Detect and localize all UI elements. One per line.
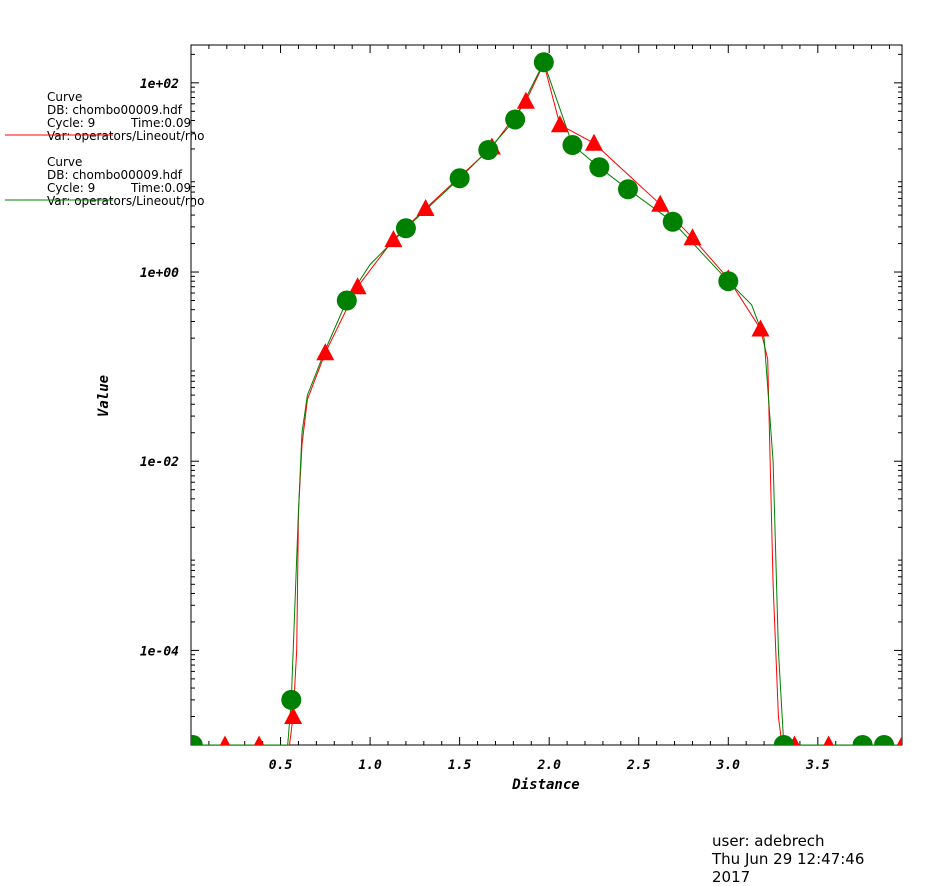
series-1-marker (336, 290, 357, 311)
legend-text-2: Cycle: 9 (47, 116, 95, 130)
legend-text-3: Time:0.09 (130, 116, 191, 130)
series-1-marker (589, 157, 610, 178)
x-tick-label: 2.0 (536, 758, 561, 773)
series-1-marker (533, 52, 554, 73)
series-1-marker (662, 211, 683, 232)
series-layer (191, 52, 902, 745)
legend-text-4: Var: operators/Lineout/rho (47, 194, 205, 208)
axes-layer: 0.5 1.0 1.5 2.0 2.5 3.0 3.5 1e-04 1e-02 1e+00 1e+0… (140, 44, 903, 773)
x-tick-label: 3.0 (716, 758, 741, 773)
series-1-marker (449, 168, 470, 189)
series-1-marker (617, 179, 638, 200)
y-tick-label: 1e-04 (140, 644, 179, 659)
x-tick-label: 1.0 (358, 758, 382, 773)
footer-timestamp: Thu Jun 29 12:47:46 2017 (712, 850, 865, 886)
series-0-marker (550, 115, 569, 133)
series-0-marker (254, 735, 265, 745)
legend-text-1: DB: chombo00009.hdf (47, 168, 183, 182)
series-1-marker (478, 139, 499, 160)
series-1-line (191, 61, 902, 745)
series-1-marker (191, 735, 203, 745)
x-tick-label: 3.5 (805, 758, 830, 773)
series-1-marker (395, 218, 416, 239)
legend-text-4: Var: operators/Lineout/rho (47, 129, 205, 143)
series-0-marker (751, 319, 770, 337)
plot-area (191, 52, 902, 745)
series-0-marker (896, 735, 902, 745)
series-0-marker (416, 199, 435, 216)
x-tick-label: 0.5 (269, 758, 293, 773)
legend-text-3: Time:0.09 (130, 181, 191, 195)
series-1-marker (562, 135, 583, 156)
legend-text-2: Cycle: 9 (47, 181, 95, 195)
series-0-marker (651, 194, 670, 212)
x-axis-title: Distance (511, 777, 579, 793)
series-0-marker (683, 228, 702, 246)
series-0-marker (384, 230, 403, 248)
series-0-line (191, 62, 902, 745)
series-0-marker (284, 707, 303, 724)
y-axis-title: Value (96, 375, 112, 417)
series-1-marker (773, 735, 794, 745)
footer-user: user: adebrech (712, 832, 825, 850)
legend-text-1: DB: chombo00009.hdf (47, 103, 183, 117)
series-0-marker (823, 735, 834, 745)
y-tick-label: 1e-02 (140, 455, 179, 470)
series-0-marker (348, 277, 367, 295)
x-tick-label: 1.5 (448, 758, 472, 773)
series-1-marker (718, 271, 739, 292)
x-tick-label: 2.5 (626, 758, 651, 773)
legend-text-0: Curve (47, 90, 82, 104)
plot-frame (190, 44, 903, 746)
series-0-marker (316, 343, 335, 361)
series-1-marker (874, 735, 895, 745)
series-1-marker (505, 109, 526, 130)
series-1-marker (281, 689, 302, 710)
legend-text-0: Curve (47, 155, 82, 169)
series-0-marker (516, 91, 535, 109)
series-0-marker (585, 133, 603, 151)
y-tick-label: 1e+02 (140, 77, 179, 92)
series-1-marker (852, 735, 873, 745)
y-tick-label: 1e+00 (140, 266, 179, 281)
series-0-marker (219, 735, 231, 745)
